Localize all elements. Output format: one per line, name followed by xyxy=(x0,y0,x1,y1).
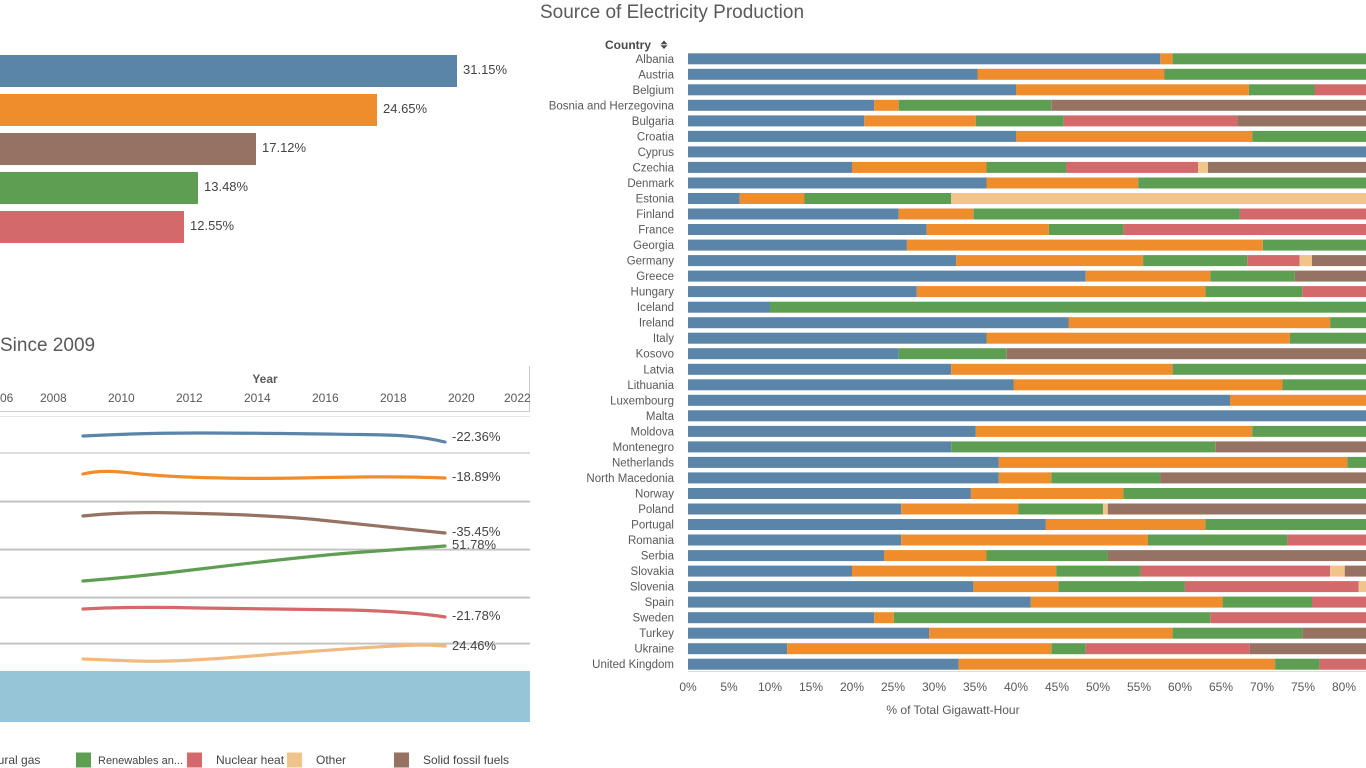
svg-text:Portugal: Portugal xyxy=(631,520,674,532)
svg-text:45%: 45% xyxy=(1045,680,1069,694)
svg-text:Iceland: Iceland xyxy=(637,302,674,314)
svg-text:65%: 65% xyxy=(1209,680,1233,694)
svg-text:50%: 50% xyxy=(1086,680,1110,694)
svg-text:Bosnia and Herzegovina: Bosnia and Herzegovina xyxy=(549,100,675,112)
svg-text:15%: 15% xyxy=(799,680,823,694)
svg-text:Georgia: Georgia xyxy=(633,240,675,252)
svg-text:Slovakia: Slovakia xyxy=(631,566,675,578)
svg-text:Hungary: Hungary xyxy=(631,287,675,299)
svg-text:Sweden: Sweden xyxy=(632,613,674,625)
svg-text:Luxembourg: Luxembourg xyxy=(610,395,674,407)
svg-text:Ireland: Ireland xyxy=(639,318,674,330)
svg-text:Norway: Norway xyxy=(635,489,674,501)
svg-text:Greece: Greece xyxy=(636,271,674,283)
svg-text:0%: 0% xyxy=(679,680,697,694)
svg-text:5%: 5% xyxy=(720,680,738,694)
svg-text:25%: 25% xyxy=(881,680,905,694)
svg-text:Austria: Austria xyxy=(638,69,674,81)
svg-text:Germany: Germany xyxy=(627,256,675,268)
svg-text:Belgium: Belgium xyxy=(632,85,674,97)
svg-text:35%: 35% xyxy=(963,680,987,694)
svg-text:Albania: Albania xyxy=(636,54,675,66)
svg-text:Cyprus: Cyprus xyxy=(638,147,675,159)
svg-text:Estonia: Estonia xyxy=(636,194,675,206)
svg-text:Spain: Spain xyxy=(645,597,674,609)
svg-text:60%: 60% xyxy=(1168,680,1192,694)
svg-text:Turkey: Turkey xyxy=(639,628,674,640)
svg-text:75%: 75% xyxy=(1291,680,1315,694)
svg-text:Denmark: Denmark xyxy=(627,178,674,190)
svg-text:20%: 20% xyxy=(840,680,864,694)
svg-text:Ukraine: Ukraine xyxy=(634,644,674,656)
svg-text:80%: 80% xyxy=(1332,680,1356,694)
svg-text:Croatia: Croatia xyxy=(637,131,675,143)
svg-text:United Kingdom: United Kingdom xyxy=(592,659,674,671)
svg-text:France: France xyxy=(638,225,674,237)
svg-text:Slovenia: Slovenia xyxy=(630,582,675,594)
svg-text:40%: 40% xyxy=(1004,680,1028,694)
svg-text:10%: 10% xyxy=(758,680,782,694)
svg-text:Czechia: Czechia xyxy=(632,162,674,174)
svg-text:Kosovo: Kosovo xyxy=(636,349,674,361)
svg-text:Netherlands: Netherlands xyxy=(612,457,674,469)
svg-text:Finland: Finland xyxy=(636,209,674,221)
svg-text:Serbia: Serbia xyxy=(641,551,675,563)
svg-text:Montenegro: Montenegro xyxy=(613,442,674,454)
svg-text:70%: 70% xyxy=(1250,680,1274,694)
svg-text:Moldova: Moldova xyxy=(631,426,675,438)
svg-text:30%: 30% xyxy=(922,680,946,694)
svg-text:Bulgaria: Bulgaria xyxy=(632,116,675,128)
svg-text:55%: 55% xyxy=(1127,680,1151,694)
svg-text:North Macedonia: North Macedonia xyxy=(586,473,674,485)
svg-text:Poland: Poland xyxy=(638,504,674,516)
svg-text:Romania: Romania xyxy=(628,535,675,547)
svg-text:Italy: Italy xyxy=(653,333,674,345)
svg-text:Latvia: Latvia xyxy=(643,364,674,376)
svg-text:Malta: Malta xyxy=(646,411,675,423)
svg-text:Lithuania: Lithuania xyxy=(627,380,674,392)
